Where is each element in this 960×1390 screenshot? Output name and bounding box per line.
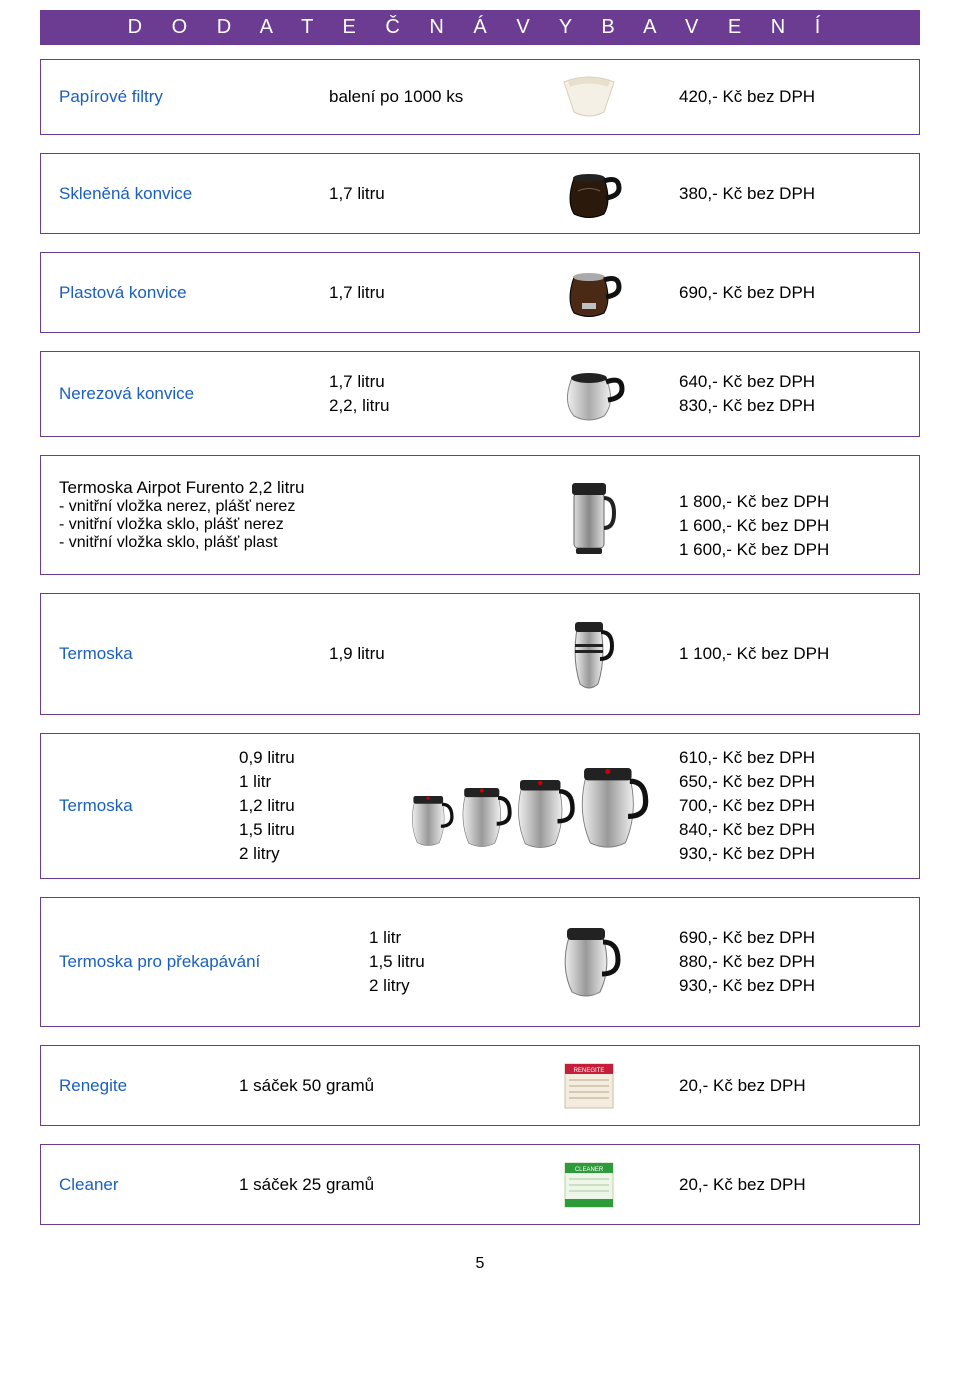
steel-carafe-icon	[499, 364, 679, 424]
product-row: Skleněná konvice 1,7 litru 380,- Kč bez …	[40, 153, 920, 234]
product-price: 20,- Kč bez DPH	[679, 1076, 806, 1096]
svg-text:CLEANER: CLEANER	[575, 1167, 604, 1173]
glass-carafe-icon	[499, 166, 679, 221]
product-row: Nerezová konvice 1,7 litru 2,2, litru 64…	[40, 351, 920, 437]
product-title: Nerezová konvice	[59, 384, 329, 404]
product-specs: 0,9 litru 1 litr 1,2 litru 1,5 litru 2 l…	[239, 746, 379, 866]
product-row: Termoska Airpot Furento 2,2 litru - vnit…	[40, 455, 920, 575]
product-row: Termoska pro překapávání 1 litr 1,5 litr…	[40, 897, 920, 1027]
product-title: Papírové filtry	[59, 87, 329, 107]
thermos-tall-icon	[499, 614, 679, 694]
product-prices: 690,- Kč bez DPH 880,- Kč bez DPH 930,- …	[679, 926, 815, 998]
product-price: 1 100,- Kč bez DPH	[679, 644, 829, 664]
product-title: Termoska pro překapávání	[59, 952, 369, 972]
product-title: Renegite	[59, 1076, 239, 1096]
product-title-block: Termoska Airpot Furento 2,2 litru - vnit…	[59, 478, 499, 552]
product-row: Termoska 1,9 litru 1 100,- Kč bez DPH	[40, 593, 920, 715]
thermos-brew-icon	[499, 922, 679, 1002]
product-spec: 1 sáček 50 gramů	[239, 1076, 499, 1096]
product-row: Renegite 1 sáček 50 gramů RENEGITE 20,- …	[40, 1045, 920, 1126]
product-spec: balení po 1000 ks	[329, 87, 499, 107]
page-title: D O D A T E Č N Á V Y B A V E N Í	[40, 10, 920, 45]
product-title: Cleaner	[59, 1175, 239, 1195]
product-price: 380,- Kč bez DPH	[679, 184, 815, 204]
thermos-set-icon	[379, 756, 679, 856]
product-specs: 1 litr 1,5 litru 2 litry	[369, 926, 499, 998]
product-prices: 1 800,- Kč bez DPH 1 600,- Kč bez DPH 1 …	[679, 468, 829, 562]
paper-filter-icon	[499, 72, 679, 122]
page-number: 5	[40, 1255, 920, 1273]
product-title: Termoska	[59, 644, 329, 664]
airpot-icon	[499, 473, 679, 558]
svg-text:RENEGITE: RENEGITE	[574, 1068, 605, 1074]
product-spec: 1,7 litru	[329, 283, 499, 303]
product-spec: 1,7 litru	[329, 184, 499, 204]
cleaner-sachet-icon: CLEANER	[499, 1157, 679, 1212]
product-row: Cleaner 1 sáček 25 gramů CLEANER 20,- Kč…	[40, 1144, 920, 1225]
product-title: Termoska	[59, 796, 239, 816]
product-spec: 1,9 litru	[329, 644, 499, 664]
product-subline: - vnitřní vložka nerez, plášť nerez	[59, 498, 499, 516]
product-prices: 640,- Kč bez DPH 830,- Kč bez DPH	[679, 370, 815, 418]
product-price: 420,- Kč bez DPH	[679, 87, 815, 107]
product-subline: - vnitřní vložka sklo, plášť nerez	[59, 516, 499, 534]
product-row: Plastová konvice 1,7 litru 690,- Kč bez …	[40, 252, 920, 333]
plastic-carafe-icon	[499, 265, 679, 320]
product-row: Termoska 0,9 litru 1 litr 1,2 litru 1,5 …	[40, 733, 920, 879]
product-row: Papírové filtry balení po 1000 ks 420,- …	[40, 59, 920, 135]
renegite-sachet-icon: RENEGITE	[499, 1058, 679, 1113]
product-title: Plastová konvice	[59, 283, 329, 303]
product-specs: 1,7 litru 2,2, litru	[329, 370, 499, 418]
product-price: 20,- Kč bez DPH	[679, 1175, 806, 1195]
product-title: Skleněná konvice	[59, 184, 329, 204]
product-prices: 610,- Kč bez DPH 650,- Kč bez DPH 700,- …	[679, 746, 815, 866]
product-price: 690,- Kč bez DPH	[679, 283, 815, 303]
product-subline: - vnitřní vložka sklo, plášť plast	[59, 534, 499, 552]
product-spec: 1 sáček 25 gramů	[239, 1175, 499, 1195]
